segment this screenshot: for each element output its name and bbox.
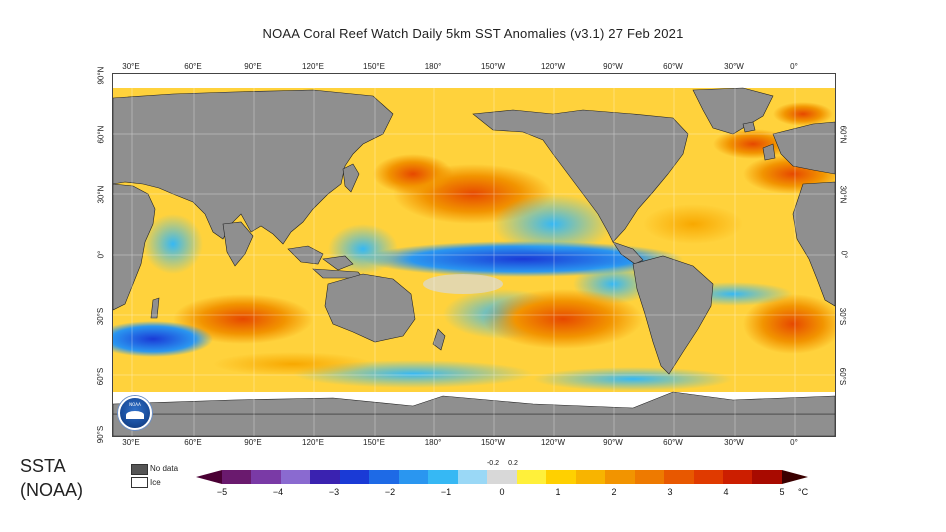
arctic-ice	[113, 74, 835, 88]
lat-label: 30°S	[96, 307, 106, 326]
ssta-line2: (NOAA)	[20, 480, 83, 500]
colorbar-tick: −1	[440, 487, 452, 497]
lat-label: 30°N	[838, 185, 848, 204]
colorbar-segment	[398, 470, 429, 484]
lon-label: 120°W	[540, 62, 566, 71]
lon-label: 150°W	[480, 62, 506, 71]
colorbar-segment	[428, 470, 458, 484]
colorbar-segment	[605, 470, 635, 484]
colorbar-tick: 0	[499, 487, 505, 497]
logo-bird-icon	[126, 411, 144, 419]
lon-label: 60°E	[184, 438, 202, 447]
lon-label: 150°W	[480, 438, 506, 447]
lat-label: 30°S	[838, 307, 848, 326]
lon-label: 30°E	[122, 62, 140, 71]
lat-label: 0°	[96, 250, 106, 259]
lat-label: 60°S	[838, 367, 848, 386]
colorbar-arrow-left	[196, 470, 222, 484]
graticule	[113, 74, 835, 436]
map-canvas	[113, 74, 835, 436]
lat-label: 60°S	[96, 367, 106, 386]
lon-label: 90°W	[603, 62, 623, 71]
colorbar-segment	[546, 470, 576, 484]
lat-label: 30°N	[96, 185, 106, 204]
lon-label: 180°	[424, 438, 442, 447]
lon-label: 150°E	[363, 62, 385, 71]
lon-label: 60°W	[663, 62, 683, 71]
lon-label: 0°	[790, 438, 798, 447]
colorbar-segment	[664, 470, 694, 484]
ssta-line1: SSTA	[20, 456, 66, 476]
colorbar-segment	[339, 470, 370, 484]
lon-label: 60°W	[663, 438, 683, 447]
lon-label: 180°	[424, 62, 442, 71]
lon-label: 0°	[790, 62, 798, 71]
lon-label: 120°E	[302, 62, 324, 71]
lon-label: 30°E	[122, 438, 140, 447]
colorbar-tick: −2	[384, 487, 396, 497]
colorbar-tick: 4	[723, 487, 729, 497]
lon-label: 30°W	[724, 438, 744, 447]
colorbar-segment	[634, 470, 665, 484]
colorbar-segment	[516, 470, 547, 484]
colorbar-tick: −3	[328, 487, 340, 497]
lat-label: 60°N	[96, 125, 106, 144]
colorbar-tick: 5	[779, 487, 785, 497]
lon-label: 120°E	[302, 438, 324, 447]
colorbar-segment	[752, 470, 782, 484]
colorbar-segment	[251, 470, 281, 484]
colorbar-segment	[457, 470, 488, 484]
no-data-swatch	[131, 464, 148, 475]
lon-label: 60°E	[184, 62, 202, 71]
colorbar-tick: −5	[216, 487, 228, 497]
colorbar-segment	[575, 470, 606, 484]
colorbar-arrow-right	[782, 470, 808, 484]
colorbar-tick: 2	[611, 487, 617, 497]
lat-label: 60°N	[838, 125, 848, 144]
logo-text: NOAA	[129, 402, 141, 407]
colorbar-tick: 1	[555, 487, 561, 497]
colorbar-tick: −4	[272, 487, 284, 497]
lon-label: 90°E	[244, 438, 262, 447]
south-indian-warm	[173, 294, 313, 344]
lon-label: 120°W	[540, 438, 566, 447]
lon-label: 90°E	[244, 62, 262, 71]
colorbar-tick: 3	[667, 487, 673, 497]
map-title: NOAA Coral Reef Watch Daily 5km SST Anom…	[262, 26, 684, 41]
colorbar-segment	[693, 470, 723, 484]
lon-label: 90°W	[603, 438, 623, 447]
colorbar-segment	[722, 470, 753, 484]
colorbar-small-tick: 0.2	[508, 460, 518, 467]
colorbar-segment	[487, 470, 517, 484]
colorbar-segment	[310, 470, 340, 484]
no-data-label: No data	[150, 464, 179, 473]
lat-label: 90°N	[96, 66, 106, 85]
colorbar	[222, 470, 782, 484]
ice-swatch	[131, 477, 148, 488]
ssta-label: SSTA (NOAA)	[20, 454, 83, 502]
sst-anomaly-map	[112, 73, 836, 437]
colorbar-unit: °C	[798, 487, 809, 497]
colorbar-segment	[280, 470, 311, 484]
lat-label: 90°S	[96, 425, 106, 444]
colorbar-segment	[369, 470, 399, 484]
lon-label: 150°E	[363, 438, 385, 447]
lat-label: 0°	[839, 250, 849, 259]
colorbar-segment	[222, 470, 252, 484]
south-atlantic-warm	[743, 294, 835, 354]
lon-label: 30°W	[724, 62, 744, 71]
ice-label: Ice	[150, 478, 161, 487]
noaa-logo-icon: NOAA	[118, 396, 152, 430]
colorbar-small-tick: -0.2	[486, 460, 500, 467]
